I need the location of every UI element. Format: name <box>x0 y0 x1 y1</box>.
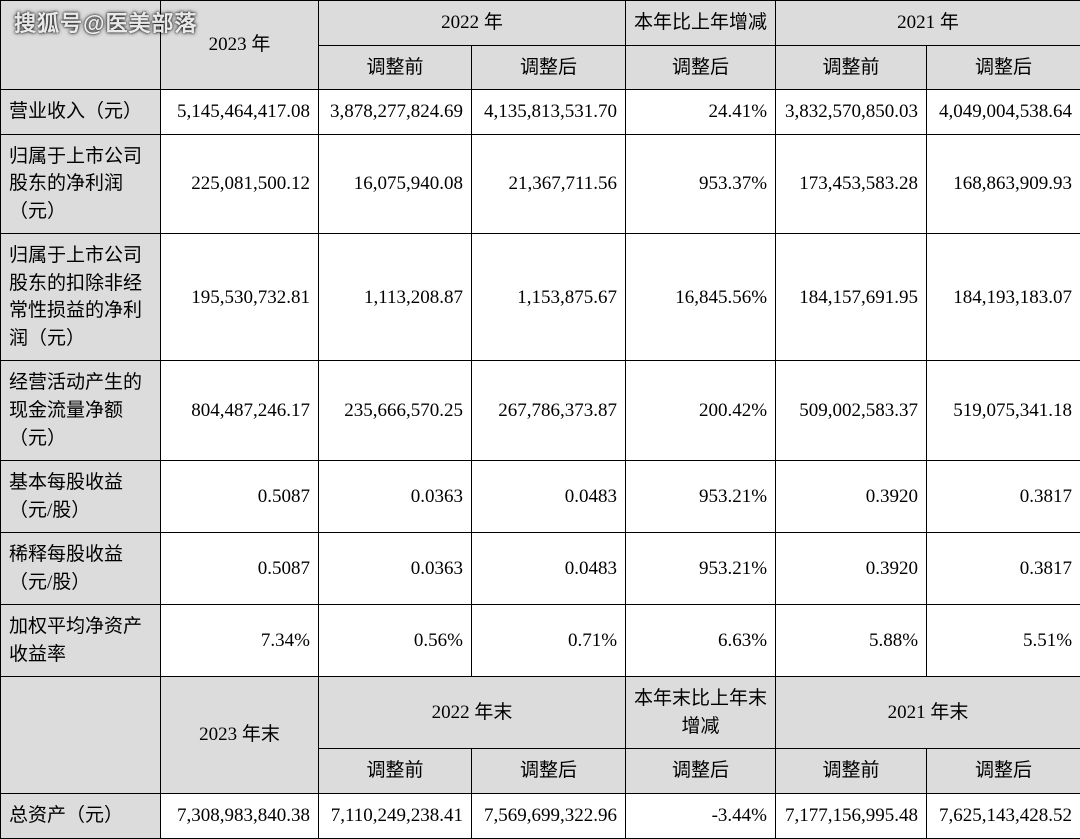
table-row: 基本每股收益（元/股） 0.5087 0.0363 0.0483 953.21%… <box>1 461 1080 533</box>
cell-2021-pre: 173,453,583.28 <box>776 134 927 234</box>
cell-2021-post: 519,075,341.18 <box>927 361 1080 461</box>
cell-2021-post: 0.3817 <box>927 461 1080 533</box>
cell-2023: 5,145,464,417.08 <box>161 90 319 135</box>
cell-2022-post: 7,569,699,322.96 <box>472 794 626 839</box>
header-2022-pre: 调整前 <box>319 45 472 90</box>
row-label: 稀释每股收益（元/股） <box>1 533 161 605</box>
table-row: 加权平均净资产收益率 7.34% 0.56% 0.71% 6.63% 5.88%… <box>1 605 1080 677</box>
header-2021-end: 2021 年末 <box>776 677 1080 749</box>
cell-2022-pre: 7,110,249,238.41 <box>319 794 472 839</box>
cell-2022-pre: 1,113,208.87 <box>319 234 472 361</box>
table-row: 总资产（元） 7,308,983,840.38 7,110,249,238.41… <box>1 794 1080 839</box>
cell-2022-post: 0.71% <box>472 605 626 677</box>
cell-2021-post: 7,625,143,428.52 <box>927 794 1080 839</box>
cell-2021-post: 0.3817 <box>927 533 1080 605</box>
header-2022-end: 2022 年末 <box>319 677 626 749</box>
header-change: 本年比上年增减 <box>626 1 776 46</box>
cell-2023: 7,308,983,840.38 <box>161 794 319 839</box>
cell-2022-post: 267,786,373.87 <box>472 361 626 461</box>
header-change-post: 调整后 <box>626 45 776 90</box>
financial-table: 2023 年 2022 年 本年比上年增减 2021 年 调整前 调整后 调整后… <box>0 0 1080 839</box>
cell-2021-pre: 5.88% <box>776 605 927 677</box>
header-2023: 2023 年 <box>161 1 319 90</box>
cell-change: 200.42% <box>626 361 776 461</box>
header-2021-post: 调整后 <box>927 45 1080 90</box>
row-label: 归属于上市公司股东的扣除非经常性损益的净利润（元） <box>1 234 161 361</box>
header-2021-end-post: 调整后 <box>927 749 1080 794</box>
cell-2022-post: 0.0483 <box>472 461 626 533</box>
cell-change: 953.37% <box>626 134 776 234</box>
table-row: 稀释每股收益（元/股） 0.5087 0.0363 0.0483 953.21%… <box>1 533 1080 605</box>
header-2021-pre: 调整前 <box>776 45 927 90</box>
cell-2021-pre: 0.3920 <box>776 461 927 533</box>
cell-2021-pre: 3,832,570,850.03 <box>776 90 927 135</box>
header-change-end: 本年末比上年末增减 <box>626 677 776 749</box>
cell-change: -3.44% <box>626 794 776 839</box>
header-change-end-post: 调整后 <box>626 749 776 794</box>
cell-2022-pre: 0.0363 <box>319 461 472 533</box>
header-row-1: 2023 年 2022 年 本年比上年增减 2021 年 <box>1 1 1080 46</box>
cell-2023: 0.5087 <box>161 461 319 533</box>
cell-change: 953.21% <box>626 461 776 533</box>
cell-2023: 7.34% <box>161 605 319 677</box>
row-label: 总资产（元） <box>1 794 161 839</box>
header-row-3: 2023 年末 2022 年末 本年末比上年末增减 2021 年末 <box>1 677 1080 749</box>
cell-2022-pre: 16,075,940.08 <box>319 134 472 234</box>
cell-change: 6.63% <box>626 605 776 677</box>
cell-2021-post: 4,049,004,538.64 <box>927 90 1080 135</box>
cell-2023: 225,081,500.12 <box>161 134 319 234</box>
cell-2022-post: 21,367,711.56 <box>472 134 626 234</box>
cell-2021-pre: 0.3920 <box>776 533 927 605</box>
header-blank-2 <box>1 677 161 794</box>
row-label: 营业收入（元） <box>1 90 161 135</box>
cell-2023: 0.5087 <box>161 533 319 605</box>
cell-2021-pre: 184,157,691.95 <box>776 234 927 361</box>
cell-2022-pre: 0.0363 <box>319 533 472 605</box>
cell-2021-pre: 509,002,583.37 <box>776 361 927 461</box>
header-2022: 2022 年 <box>319 1 626 46</box>
table-row: 归属于上市公司股东的净利润（元） 225,081,500.12 16,075,9… <box>1 134 1080 234</box>
header-2022-post: 调整后 <box>472 45 626 90</box>
row-label: 归属于上市公司股东的净利润（元） <box>1 134 161 234</box>
table-row: 归属于上市公司股东的扣除非经常性损益的净利润（元） 195,530,732.81… <box>1 234 1080 361</box>
cell-change: 953.21% <box>626 533 776 605</box>
cell-2021-post: 168,863,909.93 <box>927 134 1080 234</box>
header-blank <box>1 1 161 90</box>
cell-2022-pre: 235,666,570.25 <box>319 361 472 461</box>
row-label: 基本每股收益（元/股） <box>1 461 161 533</box>
header-2022-end-post: 调整后 <box>472 749 626 794</box>
table-row: 经营活动产生的现金流量净额（元） 804,487,246.17 235,666,… <box>1 361 1080 461</box>
cell-2022-post: 1,153,875.67 <box>472 234 626 361</box>
cell-2021-post: 5.51% <box>927 605 1080 677</box>
table-row: 营业收入（元） 5,145,464,417.08 3,878,277,824.6… <box>1 90 1080 135</box>
cell-2022-post: 4,135,813,531.70 <box>472 90 626 135</box>
header-2021: 2021 年 <box>776 1 1080 46</box>
cell-2023: 195,530,732.81 <box>161 234 319 361</box>
cell-change: 16,845.56% <box>626 234 776 361</box>
header-2022-end-pre: 调整前 <box>319 749 472 794</box>
header-2021-end-pre: 调整前 <box>776 749 927 794</box>
cell-2022-pre: 0.56% <box>319 605 472 677</box>
cell-2023: 804,487,246.17 <box>161 361 319 461</box>
row-label: 加权平均净资产收益率 <box>1 605 161 677</box>
cell-change: 24.41% <box>626 90 776 135</box>
cell-2021-post: 184,193,183.07 <box>927 234 1080 361</box>
cell-2022-pre: 3,878,277,824.69 <box>319 90 472 135</box>
header-2023-end: 2023 年末 <box>161 677 319 794</box>
cell-2022-post: 0.0483 <box>472 533 626 605</box>
cell-2021-pre: 7,177,156,995.48 <box>776 794 927 839</box>
row-label: 经营活动产生的现金流量净额（元） <box>1 361 161 461</box>
